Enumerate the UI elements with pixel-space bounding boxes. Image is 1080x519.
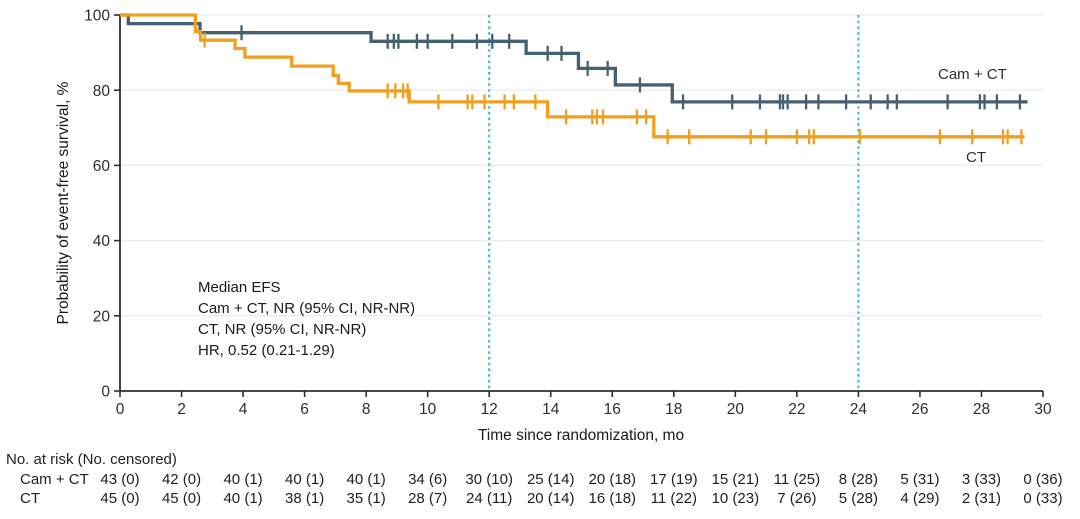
risk-cell: 17 (19) <box>650 471 698 488</box>
risk-cell: 40 (1) <box>223 490 263 507</box>
risk-cell: 25 (14) <box>526 471 575 488</box>
x-tick-label: 4 <box>239 401 248 418</box>
risk-cell: 30 (10) <box>465 471 513 488</box>
risk-cell: 40 (1) <box>223 471 263 488</box>
y-axis-title: Probability of event-free survival, % <box>55 81 72 325</box>
risk-cell: 3 (33) <box>961 471 1002 488</box>
x-tick-label: 26 <box>911 401 928 418</box>
risk-cell: 7 (26) <box>777 490 817 507</box>
risk-cell: 28 (7) <box>408 490 448 507</box>
risk-cell: 45 (0) <box>100 490 140 507</box>
risk-cell: 45 (0) <box>161 490 202 507</box>
annotation-median-efs: Median EFS <box>198 279 281 296</box>
risk-cell: 10 (23) <box>711 490 760 507</box>
risk-cell: 5 (28) <box>838 490 878 507</box>
series-label-ct: CT <box>966 149 986 166</box>
y-tick-label: 60 <box>93 158 111 175</box>
annotation-hazard-ratio: HR, 0.52 (0.21-1.29) <box>198 342 335 359</box>
risk-cell: 4 (29) <box>900 490 940 507</box>
risk-table-header: No. at risk (No. censored) <box>6 451 177 468</box>
risk-cell: 11 (22) <box>650 490 698 507</box>
risk-cell: 0 (36) <box>1023 471 1063 488</box>
km-curve-cam-ct <box>120 13 1028 104</box>
stats-annotation: Median EFS Cam + CT, NR (95% CI, NR-NR) … <box>198 277 415 361</box>
y-tick-label: 40 <box>93 233 111 250</box>
risk-cell: 24 (11) <box>465 490 513 507</box>
x-tick-label: 28 <box>973 401 990 418</box>
x-tick-label: 30 <box>1034 401 1052 418</box>
risk-cell: 20 (18) <box>588 471 637 488</box>
risk-cell: 42 (0) <box>161 471 202 488</box>
y-tick-label: 20 <box>93 308 111 325</box>
risk-cell: 35 (1) <box>346 490 386 507</box>
y-tick-label: 80 <box>93 83 111 100</box>
risk-cell: 20 (14) <box>526 490 575 507</box>
x-tick-label: 8 <box>362 401 371 418</box>
risk-row-label-ct: CT <box>20 490 40 507</box>
risk-cell: 40 (1) <box>346 471 386 488</box>
x-tick-label: 12 <box>481 401 498 418</box>
risk-cell: 43 (0) <box>100 471 140 488</box>
x-tick-label: 0 <box>116 401 125 418</box>
risk-cell: 34 (6) <box>408 471 448 488</box>
risk-cell: 2 (31) <box>961 490 1002 507</box>
x-axis-title: Time since randomization, mo <box>477 427 685 444</box>
km-curve-ct <box>120 13 1025 139</box>
x-tick-label: 22 <box>788 401 805 418</box>
x-tick-label: 20 <box>727 401 745 418</box>
x-tick-label: 10 <box>419 401 437 418</box>
risk-cell: 11 (25) <box>773 471 821 488</box>
series-label-cam-ct: Cam + CT <box>938 66 1007 83</box>
x-tick-label: 6 <box>300 401 309 418</box>
risk-cell: 0 (33) <box>1023 490 1063 507</box>
x-tick-label: 16 <box>604 401 621 418</box>
annotation-cam-ct-median: Cam + CT, NR (95% CI, NR-NR) <box>198 300 416 317</box>
risk-row-label-cam-ct: Cam + CT <box>20 471 89 488</box>
x-tick-label: 14 <box>542 401 560 418</box>
x-tick-label: 2 <box>177 401 186 418</box>
risk-cell: 38 (1) <box>285 490 325 507</box>
y-tick-label: 0 <box>101 384 110 401</box>
x-tick-label: 24 <box>850 401 868 418</box>
y-tick-label: 100 <box>84 8 110 25</box>
risk-cell: 8 (28) <box>838 471 878 488</box>
risk-cell: 40 (1) <box>285 471 325 488</box>
risk-cell: 16 (18) <box>588 490 637 507</box>
annotation-ct-median: CT, NR (95% CI, NR-NR) <box>198 321 367 338</box>
risk-cell: 15 (21) <box>711 471 760 488</box>
x-tick-label: 18 <box>665 401 682 418</box>
risk-cell: 5 (31) <box>900 471 940 488</box>
